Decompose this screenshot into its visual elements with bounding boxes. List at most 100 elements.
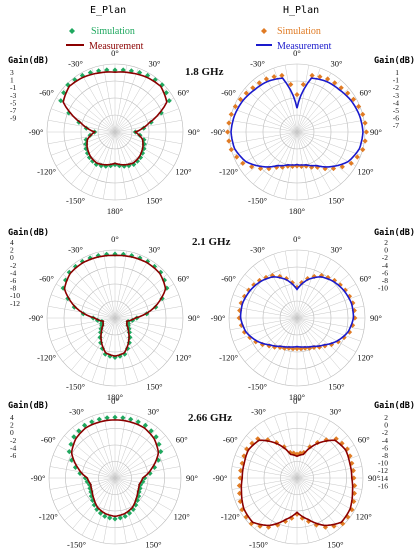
series-marker <box>90 497 96 503</box>
series-marker <box>228 147 234 153</box>
series-marker <box>226 120 232 126</box>
series-marker <box>88 493 94 499</box>
angle-tick-label: 0° <box>111 234 119 244</box>
series-marker <box>352 483 358 489</box>
series-marker <box>323 437 329 443</box>
grid-spoke <box>296 317 341 371</box>
series-marker <box>313 522 319 528</box>
grid-spoke <box>64 477 116 521</box>
grid-spoke <box>47 119 116 133</box>
gain-scale-tick: -6 <box>10 276 16 285</box>
angle-tick-label: 150° <box>328 381 344 391</box>
series-simulation <box>66 414 164 522</box>
angle-tick-label: 60° <box>358 435 370 445</box>
h-plane-title: H_Plan <box>283 5 319 16</box>
gain-axis-label: Gain(dB) <box>8 400 49 411</box>
series-marker <box>266 524 272 530</box>
series-marker <box>322 524 328 530</box>
series-marker <box>76 428 82 434</box>
grid-spoke <box>114 119 183 133</box>
grid-spoke <box>114 477 127 544</box>
h-legend-sim-label: Simulation <box>277 26 321 37</box>
gain-scale-tick: -10 <box>378 459 388 468</box>
angle-tick-label: -60° <box>221 274 236 284</box>
grid-spoke <box>114 254 139 319</box>
series-marker <box>338 85 344 91</box>
polar-grid <box>46 249 184 387</box>
series-measurement <box>70 419 160 518</box>
grid-spoke <box>244 88 298 133</box>
series-marker <box>289 515 295 521</box>
gain-scale-tick: -4 <box>382 436 388 445</box>
series-marker <box>148 428 154 434</box>
series-marker <box>342 287 348 293</box>
grid-spoke <box>51 317 116 342</box>
angle-tick-label: 180° <box>107 392 123 402</box>
angle-tick-label: 60° <box>177 274 189 284</box>
series-marker <box>94 506 100 512</box>
gain-scale-tick: 3 <box>10 68 14 77</box>
grid-spoke <box>114 258 150 319</box>
series-marker <box>249 164 255 170</box>
grid-spoke <box>296 258 332 319</box>
polar-plot-4: 0°30°60°90°120°150°180°-150°-120°-90°-60… <box>0 0 415 402</box>
series-marker <box>307 444 313 450</box>
series-marker <box>104 415 110 421</box>
gain-scale-tick: 0 <box>384 246 388 255</box>
series-marker <box>239 507 245 513</box>
gain-scale-tick: -6 <box>382 268 388 277</box>
grid-spoke <box>91 68 116 133</box>
grid-spoke <box>296 477 309 544</box>
series-marker <box>250 85 256 91</box>
series-marker <box>322 343 328 349</box>
grid-spoke <box>253 79 298 133</box>
angle-tick-label: -30° <box>250 59 265 69</box>
grid-spoke <box>57 444 116 479</box>
series-marker <box>145 72 151 79</box>
series-marker <box>333 436 339 442</box>
angle-tick-label: 180° <box>289 392 305 402</box>
grid-spoke <box>296 317 350 362</box>
grid-spoke <box>114 427 158 479</box>
angle-tick-label: 150° <box>328 195 344 205</box>
gain-scale-tick: -4 <box>382 261 388 270</box>
series-marker <box>253 339 259 345</box>
gain-scale-tick: 0 <box>384 421 388 430</box>
grid-spoke <box>62 88 116 133</box>
grid-spoke <box>296 477 360 501</box>
grid-spoke <box>253 131 298 185</box>
grid-spoke <box>114 466 181 479</box>
polar-grid <box>228 63 366 201</box>
series-marker <box>354 154 360 160</box>
grid-spoke <box>296 317 365 331</box>
series-marker <box>77 470 83 476</box>
series-marker <box>314 164 320 170</box>
series-marker <box>281 444 287 450</box>
grid-spoke <box>296 131 321 196</box>
series-marker <box>68 441 74 447</box>
grid-spoke <box>296 72 332 133</box>
angle-tick-label: -30° <box>250 245 265 255</box>
angle-tick-label: 120° <box>174 512 190 522</box>
series-marker <box>335 339 341 345</box>
polar-grid <box>48 411 182 545</box>
grid-spoke <box>244 317 298 362</box>
polar-plot-5: 0°30°60°90°120°150°180°-150°-120°-90°-60… <box>8 396 232 555</box>
angle-tick-label: 60° <box>177 88 189 98</box>
series-marker <box>225 129 231 135</box>
grid-spoke <box>114 88 168 133</box>
series-marker <box>351 490 357 496</box>
polar-plot-2: 0°30°60°90°120°150°180°-150°-120°-90°-60… <box>0 0 415 216</box>
series-marker <box>300 81 306 88</box>
e-legend-meas-label: Measurement <box>89 41 144 52</box>
angle-tick-label: 60° <box>359 88 371 98</box>
series-marker <box>299 515 305 521</box>
series-marker <box>136 489 142 495</box>
grid-spoke <box>229 119 298 133</box>
grid-spoke <box>114 79 159 133</box>
gain-scale-tick: -2 <box>10 261 16 270</box>
angle-tick-label: 120° <box>357 167 373 177</box>
grid-spoke <box>114 317 175 353</box>
grid-spoke <box>296 254 321 319</box>
